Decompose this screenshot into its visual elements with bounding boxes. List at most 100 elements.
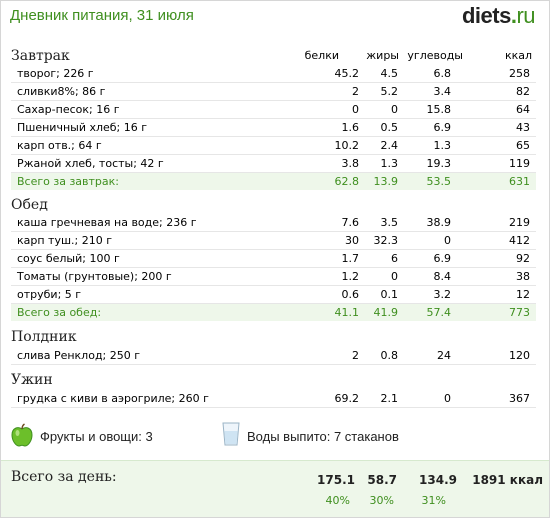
protein-value: 2	[352, 85, 359, 98]
food-name: грудка с киви в аэрогриле; 260 г	[17, 392, 209, 405]
carbs-value: 3.4	[433, 85, 452, 98]
column-header-carbs: углеводы	[407, 49, 463, 62]
carbs-value: 6.9	[433, 121, 452, 134]
day-fat-percent: 30%	[369, 494, 394, 507]
table-row: карп туш.; 210 г 30 32.3 0 412	[11, 232, 536, 250]
fat-value: 2.4	[380, 139, 399, 152]
carbs-value: 6.9	[433, 252, 452, 265]
day-carbs-percent: 31%	[421, 494, 446, 507]
fat-value: 0.1	[380, 288, 399, 301]
fat-total: 41.9	[373, 306, 399, 319]
kcal-value: 219	[509, 216, 530, 229]
fat-value: 0.5	[380, 121, 399, 134]
protein-value: 30	[345, 234, 359, 247]
kcal-value: 12	[516, 288, 530, 301]
protein-value: 10.2	[334, 139, 360, 152]
meal-total-row: Всего за завтрак: 62.8 13.9 53.5 631	[11, 173, 536, 190]
meal-heading-dinner: Ужин	[11, 372, 53, 388]
carbs-value: 38.9	[426, 216, 452, 229]
page-title: Дневник питания, 31 июля	[10, 7, 194, 24]
meal-total-label: Всего за обед:	[17, 306, 102, 319]
food-name: отруби; 5 г	[17, 288, 82, 301]
protein-value: 0.6	[341, 288, 360, 301]
table-row: Сахар-песок; 16 г 0 0 15.8 64	[11, 101, 536, 119]
table-row: отруби; 5 г 0.6 0.1 3.2 12	[11, 286, 536, 304]
kcal-value: 65	[516, 139, 530, 152]
protein-value: 2	[352, 349, 359, 362]
carbs-value: 0	[444, 392, 451, 405]
kcal-value: 82	[516, 85, 530, 98]
kcal-value: 367	[509, 392, 530, 405]
protein-value: 1.7	[341, 252, 360, 265]
food-name: Ржаной хлеб, тосты; 42 г	[17, 157, 164, 170]
logo-name: diets	[461, 3, 511, 28]
food-name: соус белый; 100 г	[17, 252, 120, 265]
food-name: сливки8%; 86 г	[17, 85, 106, 98]
kcal-value: 92	[516, 252, 530, 265]
kcal-value: 120	[509, 349, 530, 362]
green-apple-icon	[11, 423, 33, 447]
fat-total: 13.9	[373, 175, 399, 188]
food-name: Томаты (грунтовые); 200 г	[17, 270, 172, 283]
protein-total: 41.1	[334, 306, 360, 319]
table-row: Ржаной хлеб, тосты; 42 г 3.8 1.3 19.3 11…	[11, 155, 536, 173]
protein-value: 3.8	[341, 157, 360, 170]
column-header-protein: белки	[304, 49, 339, 62]
fat-value: 0.8	[380, 349, 399, 362]
carbs-value: 24	[437, 349, 451, 362]
food-name: Сахар-песок; 16 г	[17, 103, 120, 116]
protein-value: 1.2	[341, 270, 360, 283]
table-row: грудка с киви в аэрогриле; 260 г 69.2 2.…	[11, 390, 536, 408]
food-name: карп туш.; 210 г	[17, 234, 113, 247]
table-row: соус белый; 100 г 1.7 6 6.9 92	[11, 250, 536, 268]
water-glass-icon	[222, 422, 240, 446]
table-row: каша гречневая на воде; 236 г 7.6 3.5 38…	[11, 214, 536, 232]
table-row: слива Ренклод; 250 г 2 0.8 24 120	[11, 347, 536, 365]
kcal-total: 631	[509, 175, 530, 188]
carbs-value: 8.4	[433, 270, 452, 283]
day-protein-total: 175.1	[317, 473, 355, 487]
water-count: Воды выпито: 7 стаканов	[247, 429, 399, 444]
protein-value: 7.6	[341, 216, 360, 229]
carbs-value: 0	[444, 234, 451, 247]
table-row: карп отв.; 64 г 10.2 2.4 1.3 65	[11, 137, 536, 155]
fat-value: 1.3	[380, 157, 399, 170]
carbs-value: 3.2	[433, 288, 452, 301]
food-name: каша гречневая на воде; 236 г	[17, 216, 197, 229]
logo-tld: ru	[516, 3, 535, 28]
carbs-value: 1.3	[433, 139, 452, 152]
protein-total: 62.8	[334, 175, 360, 188]
fat-value: 2.1	[380, 392, 399, 405]
meal-total-label: Всего за завтрак:	[17, 175, 120, 188]
fat-value: 3.5	[380, 216, 399, 229]
fat-value: 0	[391, 103, 398, 116]
day-fat-total: 58.7	[367, 473, 397, 487]
food-name: Пшеничный хлеб; 16 г	[17, 121, 148, 134]
carbs-value: 6.8	[433, 67, 452, 80]
carbs-value: 19.3	[426, 157, 452, 170]
carbs-total: 53.5	[426, 175, 452, 188]
site-logo[interactable]: diets.ru	[461, 3, 536, 29]
day-kcal-total: 1891 ккал	[472, 473, 543, 487]
fat-value: 6	[391, 252, 398, 265]
day-total-label: Всего за день:	[11, 469, 117, 485]
food-name: слива Ренклод; 250 г	[17, 349, 141, 362]
fat-value: 4.5	[380, 67, 399, 80]
logo-dot: .	[510, 3, 517, 28]
meal-heading-snack: Полдник	[11, 329, 77, 345]
kcal-value: 258	[509, 67, 530, 80]
carbs-value: 15.8	[426, 103, 452, 116]
meal-heading-lunch: Обед	[11, 197, 48, 213]
table-row: Томаты (грунтовые); 200 г 1.2 0 8.4 38	[11, 268, 536, 286]
column-header-kcal: ккал	[504, 49, 532, 62]
carbs-total: 57.4	[426, 306, 452, 319]
kcal-total: 773	[509, 306, 530, 319]
day-protein-percent: 40%	[325, 494, 350, 507]
kcal-value: 38	[516, 270, 530, 283]
kcal-value: 119	[509, 157, 530, 170]
protein-value: 45.2	[334, 67, 360, 80]
food-name: творог; 226 г	[17, 67, 94, 80]
protein-value: 0	[352, 103, 359, 116]
food-name: карп отв.; 64 г	[17, 139, 102, 152]
